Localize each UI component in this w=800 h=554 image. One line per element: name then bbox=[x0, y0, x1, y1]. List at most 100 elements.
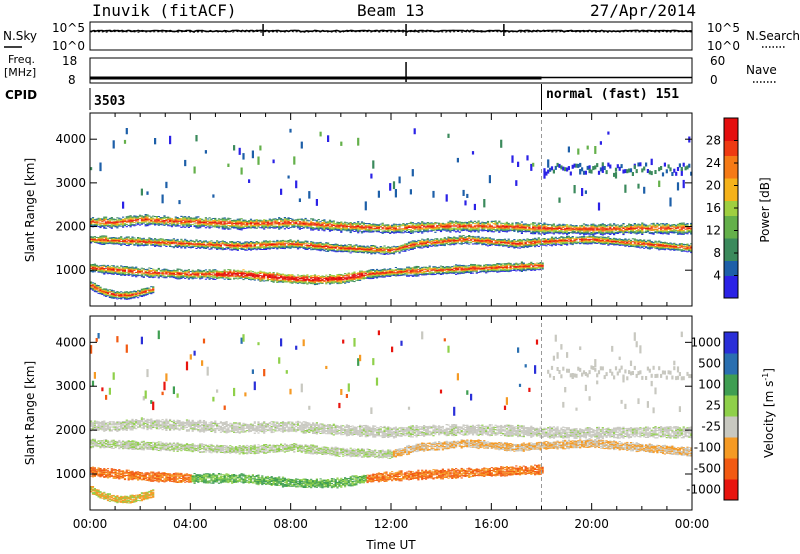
power-cbar-tick-label: 16 bbox=[706, 201, 721, 215]
power-cbar-seg bbox=[724, 215, 738, 224]
velocity-cbar-tick-label: 500 bbox=[698, 357, 721, 371]
power-cbar-tick-label: 12 bbox=[706, 224, 721, 238]
ytick-label: 4000 bbox=[55, 335, 86, 349]
xtick-label: 04:00 bbox=[173, 517, 208, 531]
power-cbar-seg bbox=[724, 290, 738, 299]
power-panel: 1000 2000 3000 4000 Slant Range [km] 4 8 12 16… bbox=[23, 112, 772, 307]
ytick-label: 3000 bbox=[55, 176, 86, 190]
noise-sky-line bbox=[89, 29, 693, 33]
ytick-label: 2000 bbox=[55, 423, 86, 437]
velocity-ylabel: Slant Range [km] bbox=[23, 361, 37, 465]
freq-trace bbox=[90, 62, 692, 82]
noise-right-label: N.Search bbox=[746, 29, 800, 43]
velocity-cbar-seg bbox=[724, 374, 738, 396]
velocity-cbar-frame bbox=[723, 331, 739, 501]
time-axis-label: Time UT bbox=[365, 538, 416, 552]
noise-search-line bbox=[89, 30, 693, 33]
noise-left-tick-low: 10^0 bbox=[52, 39, 85, 53]
power-cbar-seg bbox=[724, 118, 738, 126]
noise-left-tick-high: 10^5 bbox=[52, 21, 85, 35]
cpid-strip: CPID 3503 normal (fast) 151 bbox=[5, 84, 679, 110]
beam-title: Beam 13 bbox=[357, 1, 424, 20]
date-title: 27/Apr/2014 bbox=[590, 1, 696, 20]
power-cbar-seg bbox=[724, 253, 738, 261]
ytick-label: 4000 bbox=[55, 132, 86, 146]
velocity-cbar-seg bbox=[724, 332, 738, 354]
freq-left-label: Freq. bbox=[8, 53, 35, 66]
power-cbar-seg bbox=[724, 260, 738, 269]
velocity-cbar-seg bbox=[724, 479, 738, 501]
xtick-label: 12:00 bbox=[374, 517, 409, 531]
velocity-cbar-seg bbox=[724, 395, 738, 417]
cpid-label: CPID bbox=[5, 88, 37, 102]
xtick-label: 00:00 bbox=[675, 517, 710, 531]
ytick-label: 1000 bbox=[55, 263, 86, 277]
power-cbar-seg bbox=[724, 133, 738, 141]
velocity-cbar-tick-label: 100 bbox=[698, 378, 721, 392]
power-cbar-seg bbox=[724, 245, 738, 254]
noise-right-tick-high: 10^5 bbox=[707, 21, 740, 35]
power-cbar-seg bbox=[724, 193, 738, 201]
power-ylabel: Slant Range [km] bbox=[23, 158, 37, 262]
velocity-panel: 1000 2000 3000 4000 00:00 04:00 08:00 12:00 16:0… bbox=[23, 315, 776, 552]
power-cbar-tick-label: 8 bbox=[713, 246, 721, 260]
power-cbar-seg bbox=[724, 283, 738, 291]
power-cbar-seg bbox=[724, 140, 738, 149]
power-cbar-seg bbox=[724, 125, 738, 134]
power-cbar-tick-label: 20 bbox=[706, 179, 721, 193]
noise-strip: N.Sky 10^5 10^0 10^5 10^0 N.Search bbox=[3, 21, 800, 53]
power-cbar-seg bbox=[724, 230, 738, 239]
velocity-cbar-seg bbox=[724, 416, 738, 438]
velocity-cbar-label: Velocity [m s-1] bbox=[761, 368, 776, 458]
noise-left-label: N.Sky bbox=[3, 29, 37, 43]
velocity-cbar-tick-label: -25 bbox=[701, 420, 721, 434]
frequency-strip: Freq. [MHz] 18 8 60 0 Nave bbox=[4, 53, 777, 87]
velocity-colorbar: 1000 500 100 25 -25 -100 -500 -1000 bbox=[686, 331, 739, 501]
velocity-cbar-seg bbox=[724, 353, 738, 375]
freq-left-unit: [MHz] bbox=[4, 66, 36, 79]
noise-trace bbox=[89, 24, 693, 36]
power-cbar-label: Power [dB] bbox=[758, 177, 772, 242]
freq-band-fast bbox=[90, 76, 542, 80]
power-cbar-seg bbox=[724, 170, 738, 179]
power-cbar-seg bbox=[724, 148, 738, 156]
velocity-cbar-tick-label: 1000 bbox=[690, 336, 721, 350]
velocity-cbar-tick-label: -500 bbox=[694, 462, 721, 476]
nave-right-tick-high: 60 bbox=[710, 54, 725, 68]
velocity-cbar-tick-label: 25 bbox=[706, 399, 721, 413]
power-cbar-seg bbox=[724, 208, 738, 216]
nave-right-label: Nave bbox=[746, 63, 777, 77]
power-cbar-tick-label: 24 bbox=[706, 156, 721, 170]
cpid-left-value: 3503 bbox=[94, 94, 125, 109]
power-cbar-tick-label: 28 bbox=[706, 134, 721, 148]
power-colorbar: 4 8 12 16 20 24 28 bbox=[706, 117, 739, 299]
xtick-label: 08:00 bbox=[273, 517, 308, 531]
power-cbar-seg bbox=[724, 185, 738, 194]
velocity-cbar-exp: -1 bbox=[761, 373, 770, 381]
ytick-label: 1000 bbox=[55, 467, 86, 481]
noise-right-tick-low: 10^0 bbox=[707, 39, 740, 53]
ytick-label: 3000 bbox=[55, 379, 86, 393]
power-cbar-tick-label: 4 bbox=[713, 269, 721, 283]
power-cbar-seg bbox=[724, 275, 738, 284]
velocity-cbar-tick-label: -1000 bbox=[686, 483, 721, 497]
xtick-label: 16:00 bbox=[474, 517, 509, 531]
power-cbar-seg bbox=[724, 178, 738, 186]
power-cbar-seg bbox=[724, 268, 738, 276]
nave-right-tick-low: 0 bbox=[710, 73, 718, 87]
power-cbar-seg bbox=[724, 155, 738, 164]
power-cbar-seg bbox=[724, 200, 738, 209]
radar-title: Inuvik (fitACF) bbox=[92, 1, 237, 20]
power-cbar-seg bbox=[724, 223, 738, 231]
freq-left-tick-low: 8 bbox=[68, 73, 76, 87]
velocity-cbar-seg bbox=[724, 437, 738, 459]
ytick-label: 2000 bbox=[55, 220, 86, 234]
freq-left-tick-high: 18 bbox=[62, 54, 77, 68]
xtick-label: 00:00 bbox=[73, 517, 108, 531]
power-cbar-seg bbox=[724, 163, 738, 171]
velocity-cbar-tick-label: -100 bbox=[694, 441, 721, 455]
cpid-right-value: normal (fast) 151 bbox=[546, 87, 679, 102]
velocity-cbar-seg bbox=[724, 458, 738, 480]
xtick-label: 20:00 bbox=[574, 517, 609, 531]
